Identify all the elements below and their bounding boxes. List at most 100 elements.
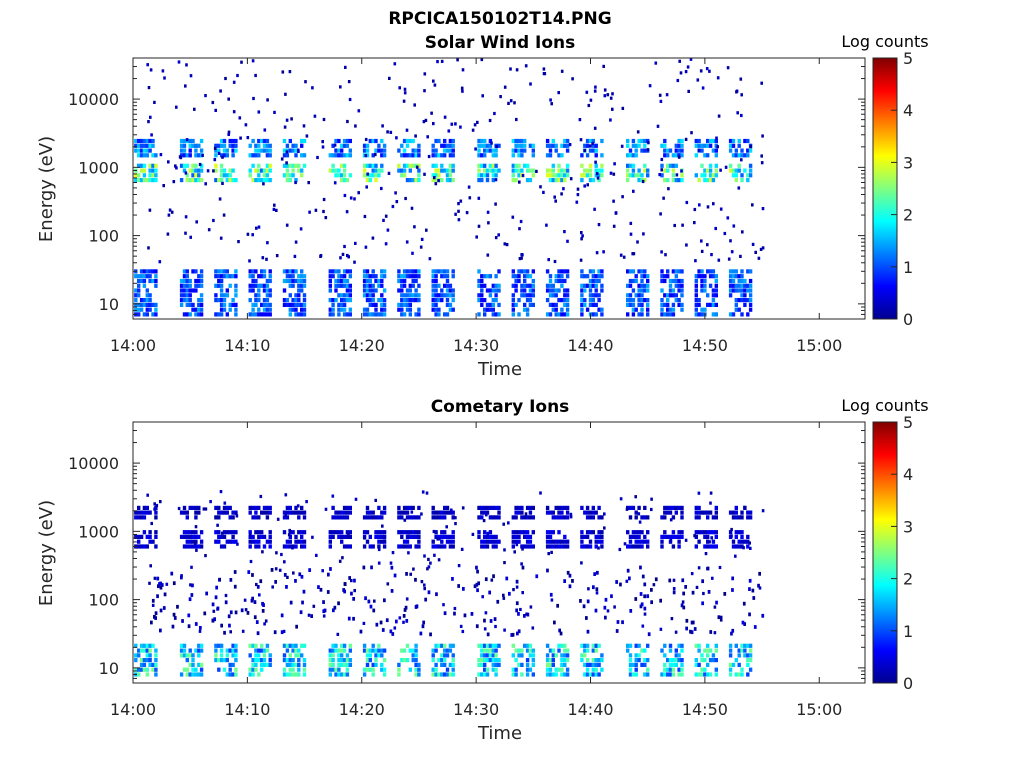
heatmap-cell: [497, 143, 501, 148]
heatmap-cell: [751, 242, 755, 246]
heatmap-cell: [660, 269, 664, 274]
heatmap-cell: [730, 527, 733, 532]
heatmap-cell: [362, 274, 367, 279]
heatmap-cell: [297, 672, 301, 677]
heatmap-cell: [660, 539, 664, 544]
heatmap-cell: [445, 312, 450, 317]
heatmap-cell: [634, 658, 638, 663]
heatmap-cell: [402, 302, 407, 307]
heatmap-cell: [560, 274, 564, 279]
heatmap-cell: [281, 70, 285, 74]
heatmap-cell: [294, 672, 298, 677]
heatmap-cell: [583, 648, 587, 653]
heatmap-cell: [746, 539, 750, 544]
heatmap-cell: [292, 571, 295, 575]
heatmap-cell: [194, 515, 198, 520]
heatmap-cell: [291, 307, 295, 312]
heatmap-cell: [585, 530, 590, 535]
heatmap-cell: [746, 662, 750, 667]
heatmap-cell: [613, 605, 616, 609]
heatmap-cell: [514, 658, 518, 663]
heatmap-cell: [634, 530, 638, 535]
plot-frame: [132, 421, 866, 684]
heatmap-cell: [342, 293, 347, 298]
heatmap-cell: [660, 168, 663, 172]
heatmap-cell: [483, 163, 487, 168]
heatmap-cell: [582, 604, 586, 609]
heatmap-cell: [248, 288, 252, 293]
heatmap-cell: [485, 143, 490, 148]
heatmap-cell: [188, 153, 192, 158]
heatmap-cell: [473, 123, 477, 127]
heatmap-cell: [703, 143, 707, 148]
heatmap-cell: [514, 274, 518, 279]
heatmap-cell: [517, 505, 521, 510]
heatmap-cell: [294, 278, 298, 284]
heatmap-cell: [619, 582, 622, 587]
heatmap-cell: [221, 181, 224, 185]
heatmap-cell: [714, 667, 718, 672]
heatmap-cell: [146, 63, 149, 67]
heatmap-cell: [628, 293, 633, 298]
heatmap-cell: [668, 283, 673, 288]
heatmap-cell: [262, 148, 267, 153]
heatmap-cell: [737, 288, 741, 293]
heatmap-cell: [365, 662, 370, 667]
heatmap-cell: [294, 178, 298, 183]
heatmap-cell: [340, 643, 344, 648]
heatmap-cell: [397, 274, 401, 279]
heatmap-cell: [461, 506, 465, 510]
heatmap-cell: [728, 643, 733, 648]
heatmap-cell: [665, 93, 669, 97]
heatmap-cell: [191, 583, 194, 588]
heatmap-cell: [423, 554, 426, 558]
heatmap-cell: [137, 672, 141, 677]
heatmap-cell: [380, 302, 384, 307]
heatmap-cell: [434, 269, 438, 274]
heatmap-cell: [228, 168, 232, 173]
heatmap-cell: [431, 143, 435, 148]
heatmap-cell: [565, 648, 570, 653]
heatmap-cell: [280, 157, 284, 161]
heatmap-cell: [746, 643, 750, 648]
heatmap-cell: [565, 667, 570, 672]
heatmap-cell: [493, 617, 497, 621]
heatmap-cell: [551, 544, 555, 549]
heatmap-cell: [531, 544, 535, 549]
heatmap-cell: [485, 648, 490, 653]
heatmap-cell: [377, 534, 381, 539]
heatmap-cell: [685, 626, 689, 631]
heatmap-cell: [257, 110, 261, 114]
heatmap-cell: [307, 181, 310, 185]
heatmap-cell: [628, 544, 633, 549]
heatmap-cell: [448, 510, 453, 515]
heatmap-cell: [276, 517, 280, 521]
heatmap-cell: [371, 510, 375, 515]
heatmap-cell: [145, 653, 149, 658]
heatmap-cell: [753, 625, 757, 629]
heatmap-cell: [483, 662, 487, 667]
heatmap-cell: [300, 274, 304, 279]
heatmap-cell: [445, 302, 450, 307]
heatmap-cell: [345, 278, 350, 284]
heatmap-cell: [706, 302, 710, 307]
heatmap-cell: [585, 616, 588, 620]
heatmap-cell: [640, 515, 644, 520]
heatmap-cell: [451, 288, 455, 293]
heatmap-cell: [600, 307, 604, 312]
heatmap-cell: [477, 530, 481, 535]
heatmap-cell: [408, 178, 412, 183]
heatmap-cell: [737, 662, 741, 667]
heatmap-cell: [671, 302, 676, 307]
heatmap-cell: [302, 163, 307, 168]
heatmap-cell: [348, 658, 352, 663]
heatmap-cell: [674, 143, 678, 148]
heatmap-cell: [714, 505, 718, 510]
heatmap-cell: [363, 536, 366, 540]
heatmap-cell: [417, 505, 421, 510]
heatmap-cell: [748, 587, 751, 591]
heatmap-cell: [477, 138, 481, 144]
heatmap-cell: [139, 168, 144, 173]
heatmap-cell: [203, 611, 207, 616]
heatmap-cell: [566, 239, 569, 243]
